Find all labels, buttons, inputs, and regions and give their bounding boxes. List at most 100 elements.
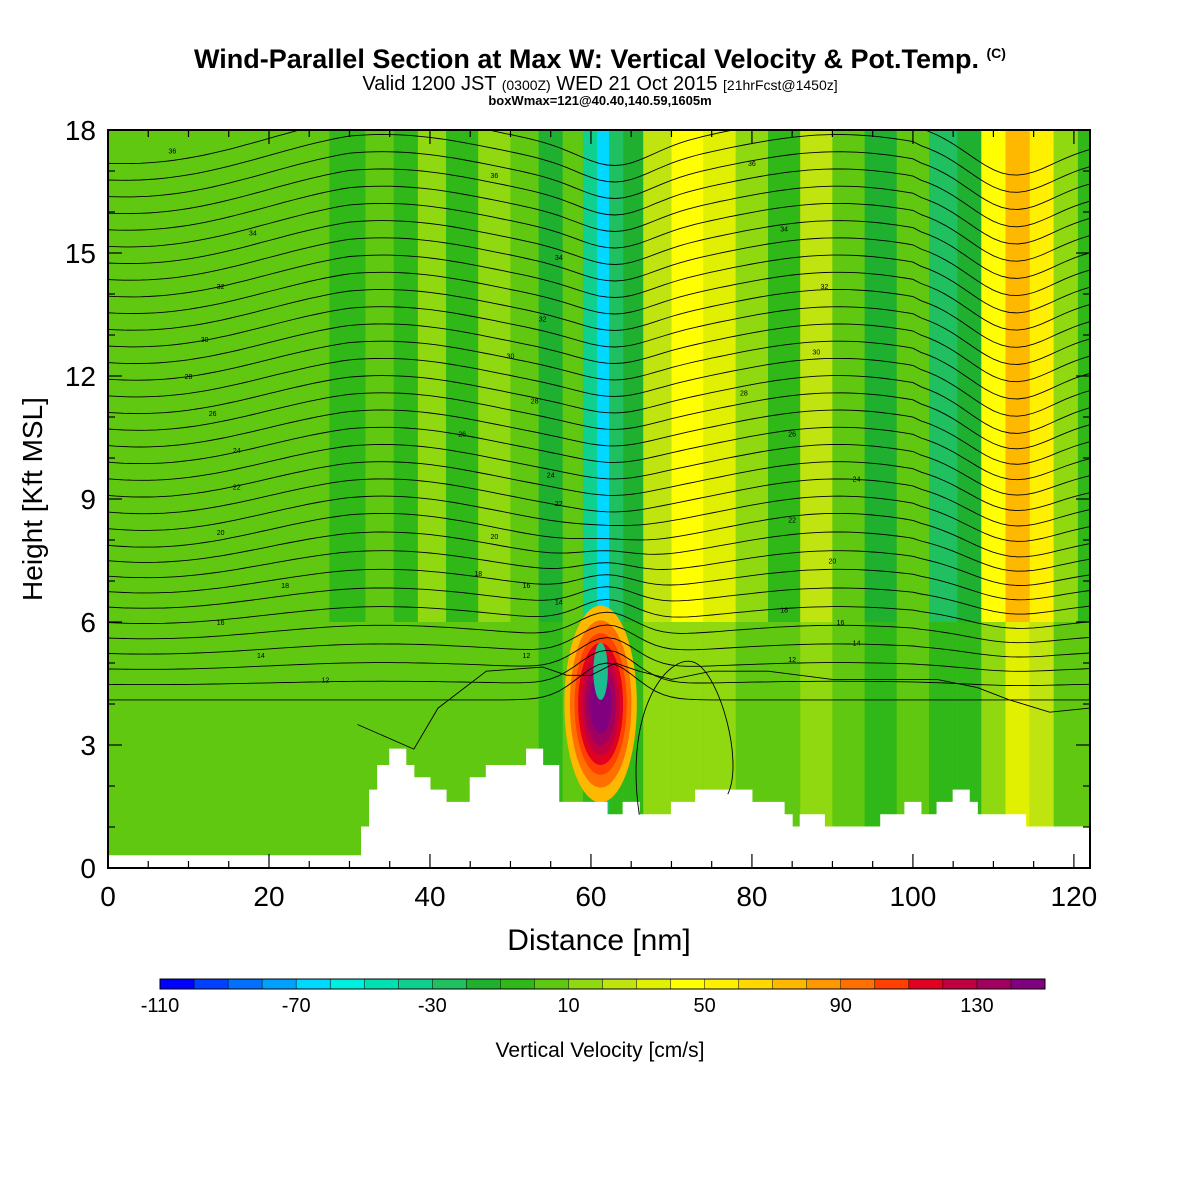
isentrope-label: 12 [321, 677, 329, 684]
isentrope-line [108, 531, 1090, 572]
isentrope-label: 22 [788, 518, 796, 525]
velocity-column [609, 130, 624, 622]
isentrope-label-text: 22 [555, 501, 563, 508]
isentrope-label: 18 [281, 583, 289, 590]
box-wmax-info: boxWmax=121@40.40,140.59,1605m [488, 93, 712, 108]
colorbar-swatch [602, 979, 638, 989]
isentrope-label: 22 [233, 485, 241, 492]
velocity-column-low [168, 622, 209, 868]
isentrope-line [108, 151, 1090, 210]
isentrope-label-text: 32 [820, 284, 828, 291]
isentrope-label-text: 18 [281, 583, 289, 590]
isentrope-label-text: 20 [829, 559, 837, 566]
valid-time: Valid 1200 JST [362, 73, 497, 95]
isentrope-line [108, 461, 1090, 512]
colorbar-tick-label: 130 [960, 995, 993, 1017]
velocity-column-low [289, 622, 330, 868]
velocity-column [768, 130, 801, 622]
isentrope-line [108, 409, 1090, 465]
velocity-column [168, 130, 209, 622]
isentrope-line [108, 254, 1090, 314]
y-tick-label: 9 [80, 484, 96, 515]
isentrope-label: 28 [185, 374, 193, 381]
velocity-column [538, 130, 563, 622]
isentrope-line [108, 357, 1090, 417]
isentrope-label-text: 30 [201, 337, 209, 344]
isentrope-line [108, 323, 1090, 383]
isentrope-line [108, 662, 1090, 701]
colorbar-swatch [840, 979, 876, 989]
isentrope-label: 16 [217, 620, 225, 627]
isentrope-line [108, 185, 1090, 245]
y-axis-label: Height [Kft MSL] [17, 397, 48, 601]
isentrope-label: 28 [740, 390, 748, 397]
isentrope-label-text: 30 [507, 354, 515, 361]
isentrope-label-text: 20 [490, 534, 498, 541]
velocity-column [957, 130, 982, 622]
isentrope-line [108, 202, 1090, 262]
colorbar-swatch [228, 979, 263, 989]
isentrope-label: 28 [531, 399, 539, 406]
velocity-column [446, 130, 479, 622]
isentrope-label: 14 [853, 641, 861, 648]
isentrope-label: 18 [780, 608, 788, 615]
velocity-column [929, 130, 958, 622]
isentrope-line [108, 478, 1090, 527]
isentrope-label: 34 [780, 226, 788, 233]
colorbar-swatch [738, 979, 774, 989]
isentrope-label: 14 [257, 653, 265, 660]
isentrope-label-text: 28 [740, 390, 748, 397]
isentrope-label: 30 [812, 349, 820, 356]
colorbar-swatch [262, 979, 297, 989]
colorbar-tick-label: -30 [418, 995, 447, 1017]
isentrope-label: 36 [490, 173, 498, 180]
colorbar-swatch [772, 979, 808, 989]
x-tick-label: 120 [1051, 881, 1098, 912]
isentrope-line [108, 168, 1090, 228]
isentrope-label: 26 [788, 431, 796, 438]
velocity-column [623, 130, 644, 622]
colorbar-swatch [466, 979, 501, 989]
isentrope-line [108, 375, 1090, 434]
velocity-column [671, 130, 704, 622]
isentrope-label: 32 [820, 284, 828, 291]
isentrope-line [108, 306, 1090, 365]
isentrope-line [108, 444, 1090, 496]
velocity-column-low [208, 622, 249, 868]
isentrope-line [108, 237, 1090, 297]
colorbar-swatch [976, 979, 1012, 989]
isentrope-label-text: 14 [555, 600, 563, 607]
y-tick-label: 6 [80, 607, 96, 638]
colorbar-tick-label: 50 [693, 995, 715, 1017]
colorbar-tick-label: -110 [141, 995, 180, 1017]
isentrope-line [108, 624, 1090, 658]
isentrope-label-text: 24 [233, 448, 241, 455]
isentrope-label: 24 [547, 472, 555, 479]
vertical-velocity-field [108, 130, 1090, 868]
isentrope-label-text: 26 [458, 431, 466, 438]
isentrope-label-text: 34 [249, 231, 257, 238]
velocity-column [417, 130, 447, 622]
isentrope-label: 30 [507, 354, 515, 361]
isentrope-label-text: 16 [217, 620, 225, 627]
isentrope-label: 20 [829, 559, 837, 566]
isentrope-label-text: 12 [321, 677, 329, 684]
velocity-column [643, 130, 672, 622]
x-tick-label: 0 [100, 881, 116, 912]
y-tick-label: 3 [80, 730, 96, 761]
y-tick-label: 18 [65, 115, 96, 146]
velocity-column [864, 130, 897, 622]
velocity-column [582, 130, 597, 622]
isentrope-label: 26 [458, 431, 466, 438]
colorbar-swatch [806, 979, 842, 989]
colorbar-tick-label: 10 [557, 995, 579, 1017]
colorbar-swatch [194, 979, 229, 989]
potential-temperature-isentropes [108, 130, 1090, 815]
isentrope-label-text: 36 [490, 173, 498, 180]
copyright-mark: (C) [986, 45, 1006, 61]
velocity-column [248, 130, 290, 622]
velocity-column [735, 130, 769, 622]
colorbar-swatch [942, 979, 978, 989]
colorbar-swatch [670, 979, 706, 989]
velocity-column [596, 130, 610, 622]
